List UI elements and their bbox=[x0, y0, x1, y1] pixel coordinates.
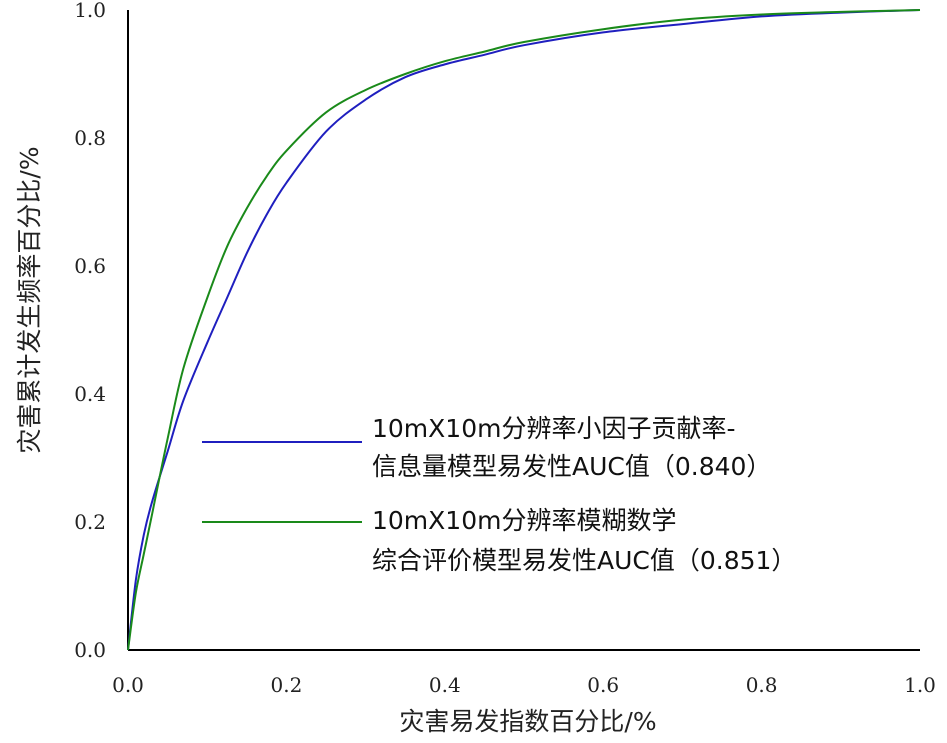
y-tick-label-3: 0.6 bbox=[74, 254, 106, 278]
legend-label-1-line-0: 10mX10m分辨率模糊数学 bbox=[372, 506, 676, 535]
series-line-1 bbox=[127, 9, 921, 651]
y-tick-label-0: 0.0 bbox=[74, 638, 106, 662]
x-tick-label-0: 0.0 bbox=[112, 673, 144, 697]
legend-label-0: 10mX10m分辨率小因子贡献率- 信息量模型易发性AUC值（0.840） bbox=[372, 414, 771, 481]
y-tick-label-4: 0.8 bbox=[74, 126, 106, 150]
x-tick-label-1: 0.2 bbox=[270, 673, 302, 697]
x-tick-label-5: 1.0 bbox=[904, 673, 936, 697]
y-tick-label-1: 0.2 bbox=[74, 510, 106, 534]
x-tick-label-2: 0.4 bbox=[429, 673, 461, 697]
x-tick-label-4: 0.8 bbox=[746, 673, 778, 697]
legend-label-0-line-0: 10mX10m分辨率小因子贡献率- bbox=[372, 414, 735, 443]
legend-label-1: 10mX10m分辨率模糊数学综合评价模型易发性AUC值（0.851） bbox=[372, 506, 796, 575]
legend-label-0-line-1: 信息量模型易发性AUC值（0.840） bbox=[372, 452, 771, 481]
y-tick-label-2: 0.4 bbox=[74, 382, 106, 406]
legend: 10mX10m分辨率小因子贡献率-信息量模型易发性AUC值（0.840）10mX… bbox=[202, 414, 796, 575]
x-axis-label: 灾害易发指数百分比/% bbox=[399, 707, 656, 736]
legend-label-1-line-1: 综合评价模型易发性AUC值（0.851） bbox=[372, 546, 796, 575]
x-tick-label-3: 0.6 bbox=[587, 673, 619, 697]
plot-area bbox=[127, 9, 921, 651]
axis-ticks: 0.0 0.2 0.4 0.6 0.8 1.0 0.0 0.2 0.4 0.6 0.8 1.0 bbox=[74, 0, 936, 697]
y-axis-label: 灾害累计发生频率百分比/% bbox=[15, 146, 44, 453]
y-tick-label-5: 1.0 bbox=[74, 0, 106, 22]
